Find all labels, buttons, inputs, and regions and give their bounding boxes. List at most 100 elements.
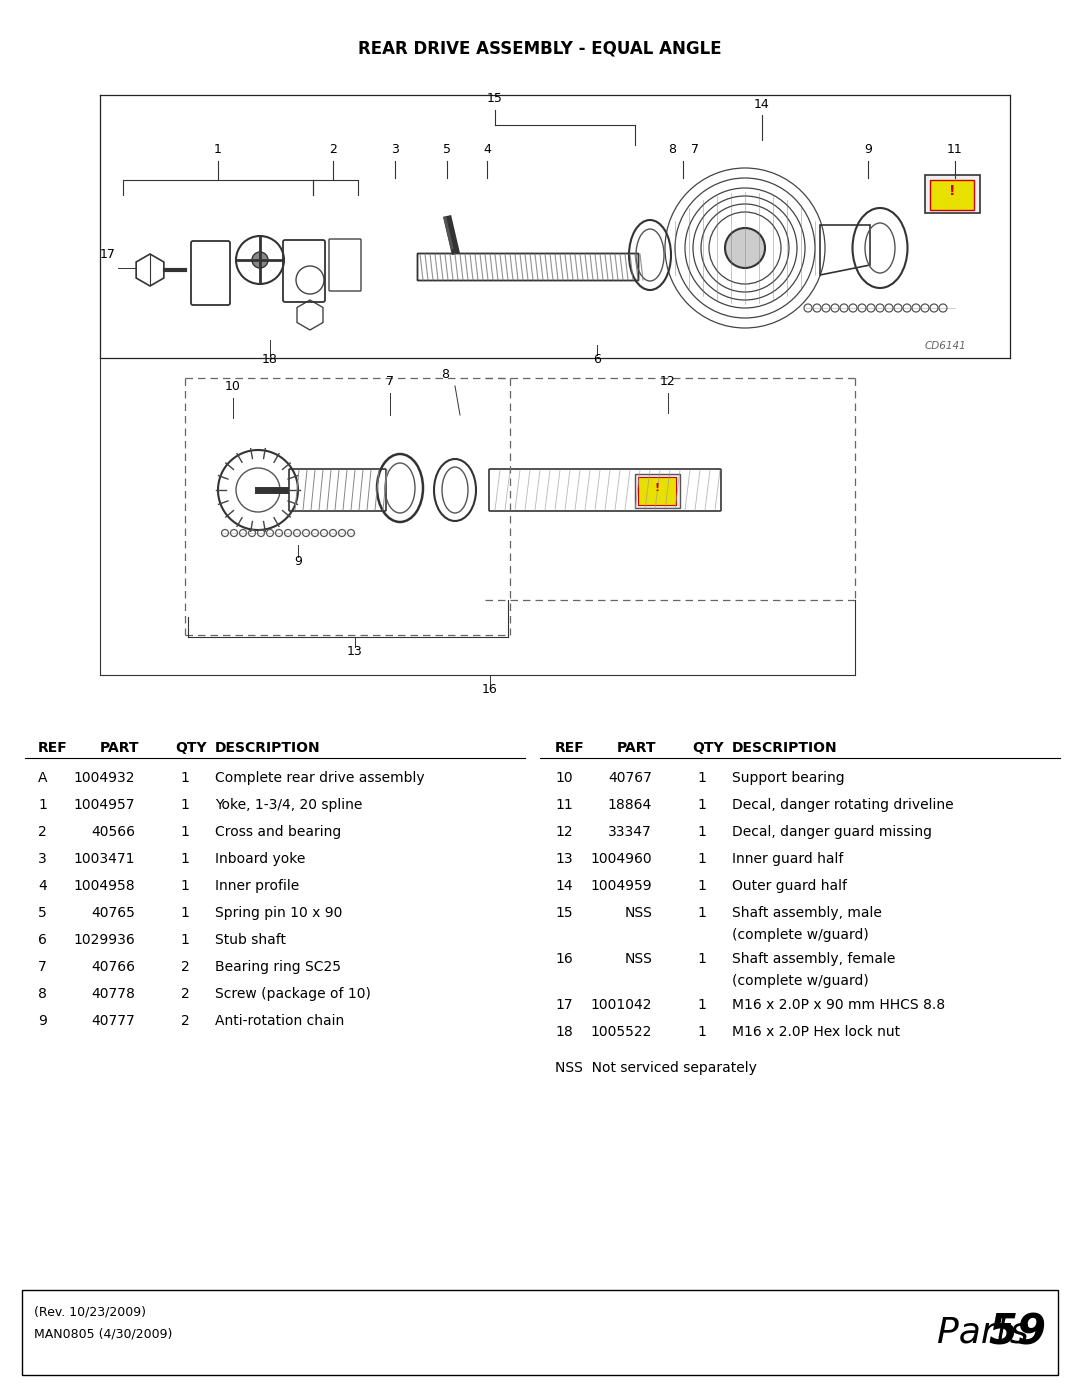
Text: (Rev. 10/23/2009): (Rev. 10/23/2009): [33, 1306, 146, 1319]
Text: 1004959: 1004959: [591, 879, 652, 893]
Text: Inboard yoke: Inboard yoke: [215, 852, 306, 866]
Text: 16: 16: [555, 951, 572, 965]
Text: 1: 1: [698, 1025, 706, 1039]
Text: 40767: 40767: [608, 771, 652, 785]
Text: 1: 1: [698, 907, 706, 921]
Bar: [638, 476, 676, 504]
Text: 1: 1: [214, 142, 221, 156]
Text: Screw (package of 10): Screw (package of 10): [215, 988, 370, 1002]
Circle shape: [252, 251, 268, 268]
Text: 13: 13: [555, 852, 572, 866]
Text: 4: 4: [38, 879, 46, 893]
Text: 5: 5: [38, 907, 46, 921]
Bar: [635, 474, 680, 509]
Text: 1: 1: [698, 879, 706, 893]
Text: DESCRIPTION: DESCRIPTION: [732, 740, 838, 754]
Text: NSS: NSS: [624, 951, 652, 965]
Text: Shaft assembly, female: Shaft assembly, female: [732, 951, 895, 965]
Text: !: !: [948, 184, 955, 198]
Text: 1: 1: [180, 879, 189, 893]
Text: Cross and bearing: Cross and bearing: [215, 826, 341, 840]
Text: 15: 15: [487, 92, 503, 105]
Text: A: A: [38, 771, 48, 785]
Text: CD6141: CD6141: [924, 341, 967, 351]
Bar: [930, 180, 974, 210]
Text: QTY: QTY: [692, 740, 724, 754]
Text: 14: 14: [754, 98, 770, 110]
Text: Spring pin 10 x 90: Spring pin 10 x 90: [215, 907, 342, 921]
Text: 59: 59: [988, 1312, 1047, 1354]
Text: Inner profile: Inner profile: [215, 879, 299, 893]
Text: 33347: 33347: [608, 826, 652, 840]
Text: 8: 8: [441, 367, 449, 381]
Text: 1: 1: [698, 852, 706, 866]
Text: 13: 13: [347, 645, 363, 658]
Text: REF: REF: [38, 740, 68, 754]
Text: 1: 1: [180, 852, 189, 866]
Bar: [924, 175, 980, 212]
Text: 6: 6: [38, 933, 46, 947]
Text: QTY: QTY: [175, 740, 206, 754]
Text: 8: 8: [669, 142, 676, 156]
Text: Bearing ring SC25: Bearing ring SC25: [215, 960, 341, 974]
Text: 1: 1: [180, 826, 189, 840]
Text: 1: 1: [698, 951, 706, 965]
Text: REF: REF: [555, 740, 584, 754]
Text: PART: PART: [100, 740, 139, 754]
Text: NSS: NSS: [624, 907, 652, 921]
Text: 40777: 40777: [91, 1014, 135, 1028]
Text: 1: 1: [180, 798, 189, 812]
Text: 6: 6: [593, 353, 600, 366]
Text: 2: 2: [38, 826, 46, 840]
Text: 1: 1: [38, 798, 46, 812]
Text: Decal, danger guard missing: Decal, danger guard missing: [732, 826, 932, 840]
Text: NSS  Not serviced separately: NSS Not serviced separately: [555, 1060, 757, 1076]
Text: 11: 11: [947, 142, 963, 156]
Text: Support bearing: Support bearing: [732, 771, 845, 785]
Text: DESCRIPTION: DESCRIPTION: [215, 740, 321, 754]
Text: 17: 17: [555, 997, 572, 1011]
Text: 1004958: 1004958: [73, 879, 135, 893]
Text: 40778: 40778: [91, 988, 135, 1002]
Text: (complete w/guard): (complete w/guard): [732, 928, 868, 942]
Text: 1: 1: [698, 826, 706, 840]
Text: 1: 1: [698, 798, 706, 812]
Text: 1001042: 1001042: [591, 997, 652, 1011]
Text: 9: 9: [864, 142, 872, 156]
Text: 1003471: 1003471: [73, 852, 135, 866]
Text: 3: 3: [391, 142, 399, 156]
Text: Yoke, 1-3/4, 20 spline: Yoke, 1-3/4, 20 spline: [215, 798, 363, 812]
Text: 15: 15: [555, 907, 572, 921]
Text: Decal, danger rotating driveline: Decal, danger rotating driveline: [732, 798, 954, 812]
Text: 1: 1: [180, 907, 189, 921]
Text: Stub shaft: Stub shaft: [215, 933, 286, 947]
Text: !: !: [654, 483, 660, 493]
Text: 7: 7: [691, 142, 699, 156]
Text: 8: 8: [38, 988, 46, 1002]
Text: 1004960: 1004960: [591, 852, 652, 866]
Text: 1005522: 1005522: [591, 1025, 652, 1039]
Text: 3: 3: [38, 852, 46, 866]
Text: 14: 14: [555, 879, 572, 893]
Text: 1004932: 1004932: [73, 771, 135, 785]
Text: 1004957: 1004957: [73, 798, 135, 812]
Text: 1: 1: [180, 771, 189, 785]
Text: 2: 2: [329, 142, 337, 156]
Text: 11: 11: [555, 798, 572, 812]
Circle shape: [725, 228, 765, 268]
Bar: [22, 1289, 1058, 1375]
Text: 1029936: 1029936: [73, 933, 135, 947]
Text: 18: 18: [262, 353, 278, 366]
Text: Shaft assembly, male: Shaft assembly, male: [732, 907, 882, 921]
Text: 40765: 40765: [91, 907, 135, 921]
Text: Inner guard half: Inner guard half: [732, 852, 843, 866]
Text: 18864: 18864: [608, 798, 652, 812]
Text: 9: 9: [294, 555, 302, 569]
Text: Outer guard half: Outer guard half: [732, 879, 847, 893]
Text: M16 x 2.0P x 90 mm HHCS 8.8: M16 x 2.0P x 90 mm HHCS 8.8: [732, 997, 945, 1011]
Text: (complete w/guard): (complete w/guard): [732, 974, 868, 988]
Text: 10: 10: [555, 771, 572, 785]
Text: 9: 9: [38, 1014, 46, 1028]
Text: Complete rear drive assembly: Complete rear drive assembly: [215, 771, 424, 785]
Text: 18: 18: [555, 1025, 572, 1039]
